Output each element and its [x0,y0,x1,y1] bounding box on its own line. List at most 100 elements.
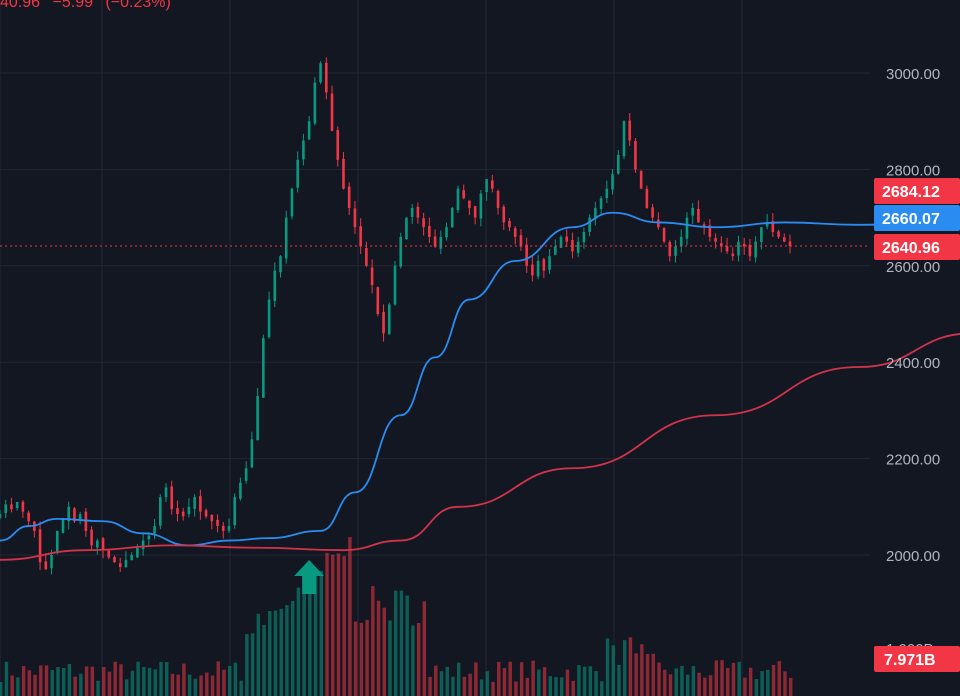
y-tick-label: 2600.00 [886,259,940,276]
candle-body [754,241,757,258]
volume-bar [760,671,764,696]
candle-body [433,236,437,247]
price-label-box [874,205,960,231]
candle-body [204,510,208,517]
volume-bar [394,590,398,696]
volume-bar [622,640,627,696]
price-header: 40.96 −5.99 (−0.23%) [0,0,179,12]
volume-bar [554,677,558,696]
volume-bar [165,662,169,696]
candle-body [771,221,775,233]
volume-bar [27,670,32,696]
volume-bar [479,679,484,696]
candle-body [221,525,225,531]
candle-body [553,246,557,255]
candle-body [462,190,465,199]
volume-bar [405,595,409,696]
volume-bar [645,654,650,696]
volume-bar [102,666,106,696]
candle-body [359,226,362,247]
volume-bar [399,590,404,696]
volume-bar [674,668,678,696]
volume-bar [422,601,427,696]
volume-bar [233,662,238,696]
volume-bar [182,663,186,696]
candle-body [50,555,53,569]
candle-body [531,264,534,276]
candle-body [582,232,586,243]
candle-body [456,188,460,210]
volume-bar [250,633,255,696]
candle-body [428,225,431,237]
candle-body [725,246,729,252]
volume-bar [663,669,667,696]
volume-bar [239,680,243,696]
volume-bar [50,670,54,696]
candle-body [611,174,614,190]
volume-bar [136,661,140,696]
volume-bar [302,573,306,696]
candle-body [199,496,202,512]
volume-bar [388,620,392,696]
candle-body [296,159,299,188]
volume-bar [325,552,329,696]
candle-body [307,121,311,140]
volume-bar [336,553,341,696]
volume-bar [611,645,615,696]
volume-bar [685,674,690,696]
candle-body [256,395,259,441]
candle-body [639,171,643,189]
volume-bar [222,669,226,696]
volume-bar [359,622,364,696]
volume-bar [657,662,661,696]
volume-bar [634,653,638,696]
volume-bar [107,671,112,696]
candle-body [181,511,185,517]
volume-bar [726,668,730,696]
volume-bar [519,662,524,696]
candle-body [313,82,317,124]
grid [0,0,870,696]
candle-body [668,242,672,257]
volume-bar [227,665,232,696]
volume-bar [21,665,26,696]
header-change: −5.99 [52,0,93,11]
candle-body [267,299,271,338]
candle-body [107,550,111,558]
candle-body [536,260,540,277]
candle-body [370,267,374,286]
candle-body [760,227,763,242]
candle-body [399,236,403,267]
candle-body [720,243,723,247]
y-tick-label: 2000.00 [886,548,940,565]
candle-body [788,241,792,247]
volume-bar [268,611,272,696]
candle-body [502,206,506,223]
candle-body [714,238,717,242]
volume-bar [308,570,312,696]
candle-body [10,504,13,510]
volume-bar [731,662,736,696]
candle-body [674,246,677,256]
candle-body [21,501,25,512]
candle-body [38,529,42,563]
candle-body [748,244,752,257]
candle-body [496,190,500,208]
volume-bar [605,638,610,696]
volume-bar [462,676,467,696]
candle-body [387,304,391,335]
volume-bar [703,677,707,696]
candle-body [290,188,294,217]
candle-body [302,140,305,160]
candle-body [777,231,780,237]
volume-bar [124,679,129,696]
candle-body [691,207,694,216]
candle-body [548,256,551,270]
volume-bar [491,681,495,696]
candle-body [342,158,345,189]
candle-body [702,224,706,228]
candle-body [336,129,340,160]
volume-bar [508,661,512,696]
candle-body [679,236,683,247]
